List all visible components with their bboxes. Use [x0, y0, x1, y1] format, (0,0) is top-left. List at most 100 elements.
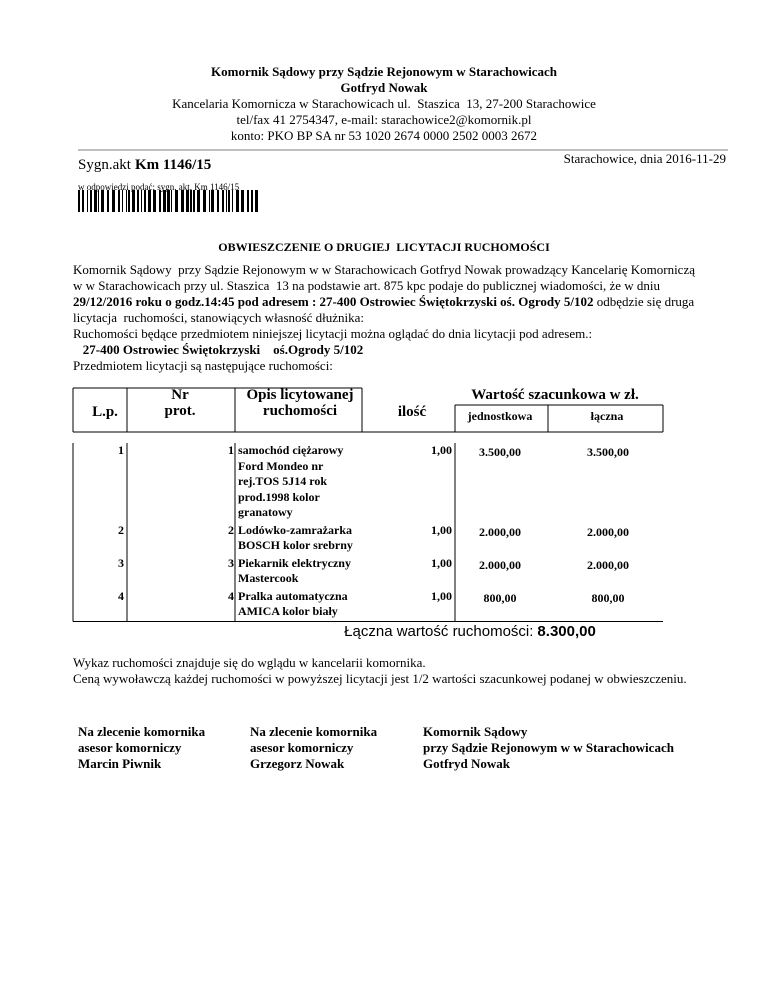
- barcode-bar: [232, 190, 233, 212]
- row-desc: rej.TOS 5J14 rok: [238, 474, 328, 488]
- header-line: konto: PKO BP SA nr 53 1020 2674 0000 25…: [230, 128, 538, 143]
- barcode-bar: [159, 190, 161, 212]
- intro-run: Przedmiotem licytacji są następujące ruc…: [73, 358, 333, 373]
- barcode-bar: [107, 190, 109, 212]
- intro-line: Komornik Sądowy przy Sądzie Rejonowym w …: [73, 262, 695, 277]
- barcode-bar: [181, 190, 184, 212]
- barcode-caption: w odpowiedzi podać: sygn. akt. Km 1146/1…: [78, 182, 240, 192]
- barcode-bar: [241, 190, 244, 212]
- table-header: ilość: [397, 404, 427, 420]
- row-desc: samochód ciężarowy: [238, 443, 344, 457]
- barcode-bar: [101, 190, 104, 212]
- row-unit: 2.000,00: [479, 524, 521, 539]
- barcode-bar: [98, 190, 99, 212]
- table-header: łączna: [590, 409, 624, 423]
- barcode-bar: [126, 190, 127, 212]
- signature-line: Komornik Sądowy: [423, 724, 528, 739]
- row-lp: 1: [118, 443, 124, 457]
- intro-run: licytacja ruchomości, stanowiących własn…: [73, 310, 364, 325]
- barcode-bar: [148, 190, 151, 212]
- row-unit: 3.500,00: [479, 445, 521, 459]
- title: OBWIESZCZENIE O DRUGIEJ LICYTACJI RUCHOM…: [218, 240, 550, 254]
- barcode-bar: [251, 190, 253, 212]
- table-header: ruchomości: [262, 403, 338, 419]
- intro-line: w w Starachowicach przy ul. Staszica 13 …: [73, 278, 660, 293]
- barcode-bar: [228, 190, 230, 212]
- row-desc: granatowy: [238, 505, 293, 519]
- row-desc: AMICA kolor biały: [238, 604, 338, 618]
- barcode-bar: [190, 190, 192, 212]
- note: Wykaz ruchomości znajduje się do wglądu …: [73, 655, 426, 670]
- barcode-bar: [163, 190, 166, 212]
- signature-line: asesor komorniczy: [78, 740, 182, 755]
- row-desc: Mastercook: [238, 571, 299, 585]
- row-unit: 2.000,00: [479, 557, 521, 572]
- barcode-bar: [132, 190, 135, 212]
- barcode-bar: [167, 190, 170, 212]
- signature-line: Marcin Piwnik: [78, 756, 162, 771]
- intro-line: Przedmiotem licytacji są następujące ruc…: [73, 358, 333, 373]
- case-number: Km 1146/15: [135, 157, 212, 173]
- barcode-bar: [186, 190, 189, 212]
- row-desc: Lodówko-zamrażarka: [238, 522, 352, 537]
- intro-run: w w Starachowicach przy ul. Staszica 13 …: [73, 278, 660, 293]
- row-nr: 3: [228, 555, 234, 570]
- barcode-bar: [94, 190, 97, 212]
- sum: Łączna wartość ruchomości: 8.300,00: [344, 624, 596, 639]
- signature-line: Na zlecenie komornika: [78, 724, 206, 739]
- case-label: Sygn.akt: [78, 157, 131, 173]
- intro-line: 29/12/2016 roku o godz.14:45 pod adresem…: [73, 294, 694, 309]
- barcode-bar: [217, 190, 219, 212]
- row-lp: 3: [118, 555, 124, 570]
- row-qty: 1,00: [431, 588, 452, 603]
- row-total: 800,00: [591, 590, 625, 605]
- row-desc: prod.1998 kolor: [238, 489, 320, 504]
- header-line: tel/fax 41 2754347, e-mail: starachowice…: [236, 112, 532, 127]
- barcode-bar: [247, 190, 249, 212]
- intro-run: odbędzie się druga: [593, 294, 695, 309]
- row-desc: BOSCH kolor srebrny: [238, 538, 353, 552]
- intro-line: licytacja ruchomości, stanowiących własn…: [73, 310, 364, 325]
- row-qty: 1,00: [431, 522, 452, 537]
- intro-run: Ruchomości będące przedmiotem niniejszej…: [73, 326, 593, 341]
- barcode-bar: [112, 190, 115, 212]
- intro-line: 27-400 Ostrowiec Świętokrzyski oś.Ogrody…: [73, 342, 363, 357]
- row-nr: 2: [228, 522, 234, 537]
- row-qty: 1,00: [431, 443, 452, 457]
- row-lp: 4: [118, 588, 124, 603]
- barcode-bar: [255, 190, 258, 212]
- row-desc: Piekarnik elektryczny: [238, 555, 351, 570]
- barcode-bar: [141, 190, 142, 212]
- row-desc: Ford Mondeo nr: [238, 458, 324, 473]
- signature-line: Gotfryd Nowak: [423, 756, 511, 771]
- sum-part: 8.300,00: [537, 623, 596, 640]
- barcode-bar: [137, 190, 139, 212]
- place-date: Starachowice, dnia 2016-11-29: [563, 151, 726, 166]
- barcode-bar: [128, 190, 130, 212]
- signature-line: Grzegorz Nowak: [250, 756, 345, 771]
- table-header: Nr: [171, 387, 189, 403]
- header-line: Gotfryd Nowak: [340, 80, 428, 95]
- row-lp: 2: [118, 522, 124, 537]
- signature-line: przy Sądzie Rejonowym w w Starachowicach: [423, 740, 674, 755]
- intro-run: Komornik Sądowy przy Sądzie Rejonowym w …: [73, 262, 695, 277]
- row-total: 2.000,00: [587, 557, 629, 572]
- intro-line: Ruchomości będące przedmiotem niniejszej…: [73, 326, 592, 341]
- barcode-bar: [222, 190, 224, 212]
- barcode-bar: [90, 190, 92, 212]
- barcode-bar: [175, 190, 178, 212]
- row-nr: 4: [228, 588, 234, 603]
- barcode-bar: [78, 190, 80, 212]
- barcode-bar: [144, 190, 146, 212]
- row-total: 3.500,00: [587, 445, 629, 459]
- barcode-bar: [197, 190, 200, 212]
- header-line: Kancelaria Komornicza w Starachowicach u…: [172, 96, 596, 111]
- barcode-bar: [211, 190, 214, 212]
- row-total: 2.000,00: [587, 524, 629, 539]
- row-nr: 1: [228, 443, 234, 457]
- row-unit: 800,00: [483, 590, 517, 605]
- barcode-bar: [122, 190, 123, 212]
- barcode-bar: [209, 190, 210, 212]
- barcode-bar: [203, 190, 206, 212]
